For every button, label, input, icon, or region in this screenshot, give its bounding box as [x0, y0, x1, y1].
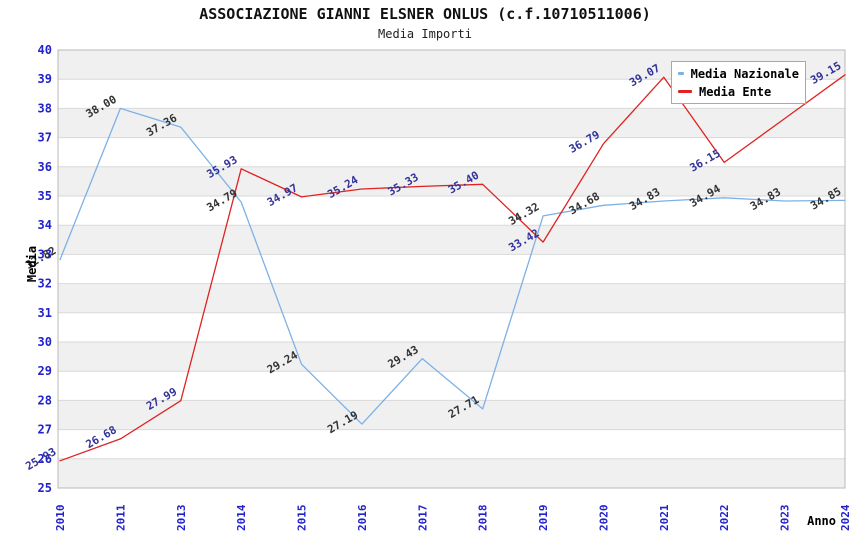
y-tick-label: 25 [38, 481, 52, 495]
x-tick-label: 2014 [235, 504, 248, 531]
y-tick-label: 31 [38, 306, 52, 320]
y-tick-label: 35 [38, 189, 52, 203]
plot-band [58, 225, 845, 255]
plot-band [58, 458, 845, 488]
legend-item-media-nazionale: Media Nazionale [678, 66, 799, 81]
chart-title: ASSOCIAZIONE GIANNI ELSNER ONLUS (c.f.10… [199, 5, 651, 23]
x-tick-label: 2022 [718, 505, 731, 532]
legend-item-media-ente: Media Ente [678, 84, 799, 99]
y-tick-label: 28 [38, 393, 52, 407]
legend-line-swatch-blue [678, 72, 684, 75]
x-tick-label: 2021 [658, 504, 671, 531]
data-point-label: 25.93 [23, 445, 58, 473]
plot-border [57, 49, 846, 489]
y-tick-label: 40 [38, 43, 52, 57]
chart-subtitle: Media Importi [378, 27, 472, 41]
plot-band [58, 166, 845, 196]
y-tick-label: 36 [38, 160, 52, 174]
y-tick-label: 34 [38, 218, 52, 232]
legend-label: Media Nazionale [690, 66, 799, 81]
y-tick-label: 26 [38, 452, 52, 466]
x-tick-label: 2016 [356, 504, 369, 531]
y-tick-label: 33 [38, 247, 52, 261]
x-tick-label: 2017 [416, 505, 429, 532]
series-line-media-nazionale [59, 107, 846, 425]
plot-band [58, 283, 845, 313]
y-tick-label: 30 [38, 335, 52, 349]
x-tick-label: 2011 [114, 504, 127, 531]
y-tick-label: 27 [38, 423, 52, 437]
x-tick-label: 2010 [54, 505, 67, 532]
y-tick-label: 37 [38, 131, 52, 145]
y-tick-label: 32 [38, 277, 52, 291]
plot-band [58, 108, 845, 138]
legend-label: Media Ente [699, 84, 772, 99]
x-tick-label: 2015 [296, 505, 309, 532]
series-line-media-ente [59, 74, 846, 462]
y-tick-label: 39 [38, 72, 52, 86]
legend-line-swatch-red [678, 90, 692, 93]
x-tick-label: 2020 [597, 505, 610, 532]
x-tick-label: 2013 [175, 505, 188, 532]
x-axis-title: Anno [807, 514, 836, 528]
plot-band [58, 400, 845, 430]
y-axis-title: Media [25, 245, 39, 283]
y-tick-label: 29 [38, 364, 52, 378]
x-tick-label: 2019 [537, 505, 550, 532]
legend: Media Nazionale Media Ente [671, 61, 806, 104]
y-tick-label: 38 [38, 101, 52, 115]
plot-band [58, 342, 845, 372]
x-tick-label: 2024 [839, 504, 850, 531]
x-tick-label: 2023 [779, 505, 792, 532]
x-tick-label: 2018 [477, 505, 490, 532]
